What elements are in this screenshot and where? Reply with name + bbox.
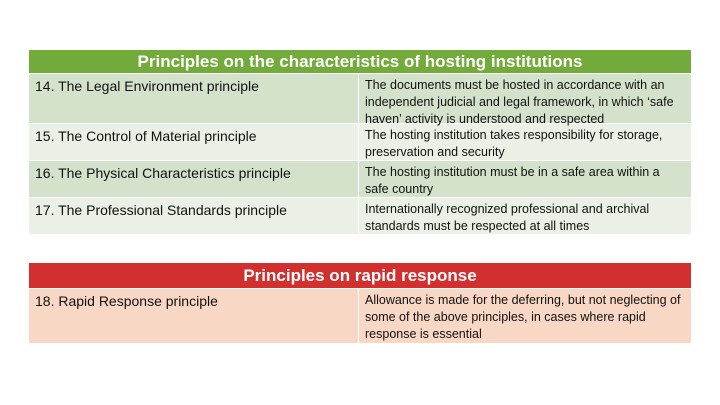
rapid-response-table: Principles on rapid response 18. Rapid R… [29, 263, 691, 343]
table-row: 16. The Physical Characteristics princip… [29, 160, 691, 197]
principle-name: 16. The Physical Characteristics princip… [29, 161, 359, 197]
principle-name: 14. The Legal Environment principle [29, 74, 359, 123]
principle-name: 15. The Control of Material principle [29, 124, 359, 160]
principle-description: Internationally recognized professional … [365, 202, 650, 233]
rapid-response-header: Principles on rapid response [29, 263, 691, 288]
principle-name: 18. Rapid Response principle [29, 289, 359, 343]
table-row: 14. The Legal Environment principle The … [29, 73, 691, 126]
principle-description: The hosting institution takes responsibi… [365, 128, 663, 159]
hosting-principles-table: Principles on the characteristics of hos… [29, 50, 691, 234]
principle-description: The documents must be hosted in accordan… [365, 78, 674, 126]
hosting-principles-header: Principles on the characteristics of hos… [29, 50, 691, 73]
principle-name: 17. The Professional Standards principle [29, 198, 359, 234]
principle-description: Allowance is made for the deferring, but… [365, 293, 681, 341]
principle-description: The hosting institution must be in a saf… [365, 165, 660, 196]
table-row: 17. The Professional Standards principle… [29, 197, 691, 234]
table-row: 18. Rapid Response principle Allowance i… [29, 288, 691, 343]
table-row: 15. The Control of Material principle Th… [29, 123, 691, 160]
